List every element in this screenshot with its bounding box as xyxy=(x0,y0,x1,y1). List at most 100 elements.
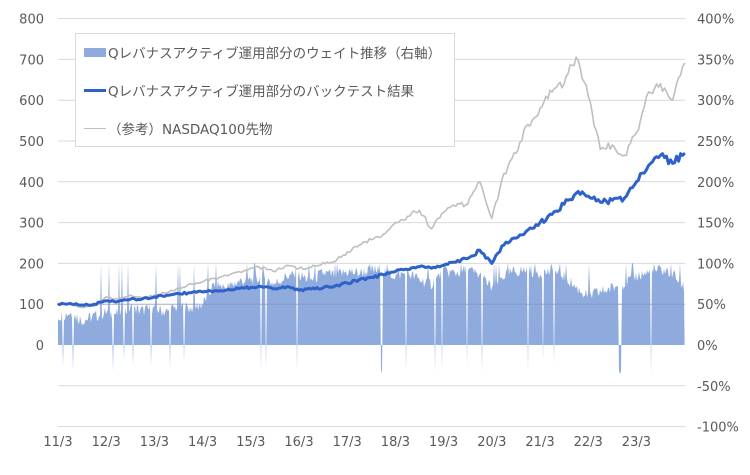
right-tick-label: -100% xyxy=(697,421,739,436)
x-tick-label: 15/3 xyxy=(236,435,265,450)
nasdaq-point xyxy=(129,294,132,297)
left-tick-label: 0 xyxy=(36,339,44,354)
backtest-point xyxy=(237,287,240,290)
nasdaq-point xyxy=(587,95,589,97)
nasdaq-point xyxy=(262,266,264,269)
right-tick-label: 350% xyxy=(697,53,734,68)
nasdaq-point xyxy=(647,91,650,93)
nasdaq-point xyxy=(539,107,541,110)
nasdaq-point xyxy=(454,205,457,208)
right-tick-label: 200% xyxy=(697,176,734,191)
nasdaq-point xyxy=(274,270,276,273)
nasdaq-point xyxy=(322,261,324,264)
right-tick-label: 150% xyxy=(697,217,734,232)
backtest-point xyxy=(527,229,529,231)
left-tick-label: 200 xyxy=(19,257,44,272)
nasdaq-point xyxy=(659,83,662,85)
backtest-point xyxy=(370,276,373,279)
legend-label: Qレバナスアクティブ運用部分のバックテスト結果 xyxy=(108,84,415,100)
backtest-point xyxy=(466,257,469,260)
backtest-point xyxy=(346,282,349,284)
right-tick-label: 100% xyxy=(697,257,734,272)
backtest-point xyxy=(250,286,252,289)
left-tick-label: 400 xyxy=(19,176,44,191)
nasdaq-point xyxy=(81,306,83,309)
backtest-point xyxy=(57,303,59,306)
backtest-point xyxy=(274,287,276,290)
x-tick-label: 18/3 xyxy=(381,435,410,450)
x-tick-label: 14/3 xyxy=(188,435,217,450)
left-tick-label: 100 xyxy=(19,298,44,313)
right-axis-labels: -100% -50% 0% 50% 100% 150% 200% 250% 300% 350% 40… xyxy=(697,13,739,436)
backtest-point xyxy=(430,267,433,270)
backtest-point xyxy=(442,264,445,267)
nasdaq-point xyxy=(105,296,107,298)
nasdaq-point xyxy=(382,233,385,235)
backtest-point xyxy=(478,249,481,252)
nasdaq-point xyxy=(310,266,312,269)
left-tick-label: 600 xyxy=(19,94,44,109)
nasdaq-point xyxy=(213,277,216,280)
backtest-point xyxy=(659,154,662,157)
nasdaq-point xyxy=(671,99,674,101)
nasdaq-point xyxy=(358,244,361,246)
backtest-point xyxy=(93,303,95,306)
backtest-point xyxy=(201,291,204,293)
legend-label: （参考）NASDAQ100先物 xyxy=(108,122,273,138)
right-tick-label: 50% xyxy=(697,298,726,313)
nasdaq-point xyxy=(250,267,252,270)
x-tick-label: 16/3 xyxy=(284,435,313,450)
nasdaq-point xyxy=(563,83,565,85)
backtest-point xyxy=(189,291,192,294)
backtest-point xyxy=(141,298,144,300)
backtest-point xyxy=(599,201,602,203)
weight-area xyxy=(58,263,685,375)
backtest-point xyxy=(262,286,264,288)
backtest-point xyxy=(286,285,288,288)
x-tick-label: 20/3 xyxy=(477,435,506,450)
backtest-point xyxy=(322,287,324,289)
left-tick-label: 500 xyxy=(19,135,44,150)
nasdaq-point xyxy=(491,217,493,220)
backtest-point xyxy=(153,296,156,298)
backtest-point xyxy=(611,199,614,201)
nasdaq-point xyxy=(286,264,288,267)
left-tick-label: 700 xyxy=(19,53,44,68)
nasdaq-point xyxy=(406,215,409,218)
x-tick-label: 21/3 xyxy=(525,435,554,450)
backtest-point xyxy=(81,304,83,306)
backtest-point xyxy=(503,244,505,246)
backtest-point xyxy=(406,268,409,271)
nasdaq-point xyxy=(418,209,421,212)
backtest-point xyxy=(105,300,107,302)
backtest-point xyxy=(587,195,589,197)
backtest-point xyxy=(563,203,565,206)
right-tick-label: 300% xyxy=(697,94,734,109)
weight-area-series xyxy=(58,263,685,375)
nasdaq-point xyxy=(575,56,577,59)
right-tick-label: 400% xyxy=(697,13,734,28)
backtest-point xyxy=(129,298,132,301)
line-series xyxy=(57,56,686,309)
right-tick-label: 250% xyxy=(697,135,734,150)
nasdaq-point xyxy=(298,267,300,270)
nasdaq-point xyxy=(466,203,469,206)
backtest-point xyxy=(382,274,385,276)
x-tick-label: 19/3 xyxy=(429,435,458,450)
backtest-point xyxy=(575,192,577,195)
nasdaq-point xyxy=(599,148,602,150)
x-tick-label: 22/3 xyxy=(574,435,603,450)
backtest-point xyxy=(551,213,553,216)
nasdaq-point xyxy=(346,251,349,253)
nasdaq-point xyxy=(683,62,686,65)
backtest-point xyxy=(454,261,457,263)
backtest-point xyxy=(635,181,638,183)
backtest-point xyxy=(225,289,228,291)
x-tick-label: 13/3 xyxy=(140,435,169,450)
legend-swatch-line xyxy=(84,127,106,129)
backtest-point xyxy=(213,289,216,292)
backtest-point xyxy=(310,288,312,290)
legend-label: Qレバナスアクティブ運用部分のウェイト推移（右軸） xyxy=(108,46,442,62)
left-axis-labels: 0 100 200 300 400 500 600 700 800 xyxy=(19,13,44,354)
